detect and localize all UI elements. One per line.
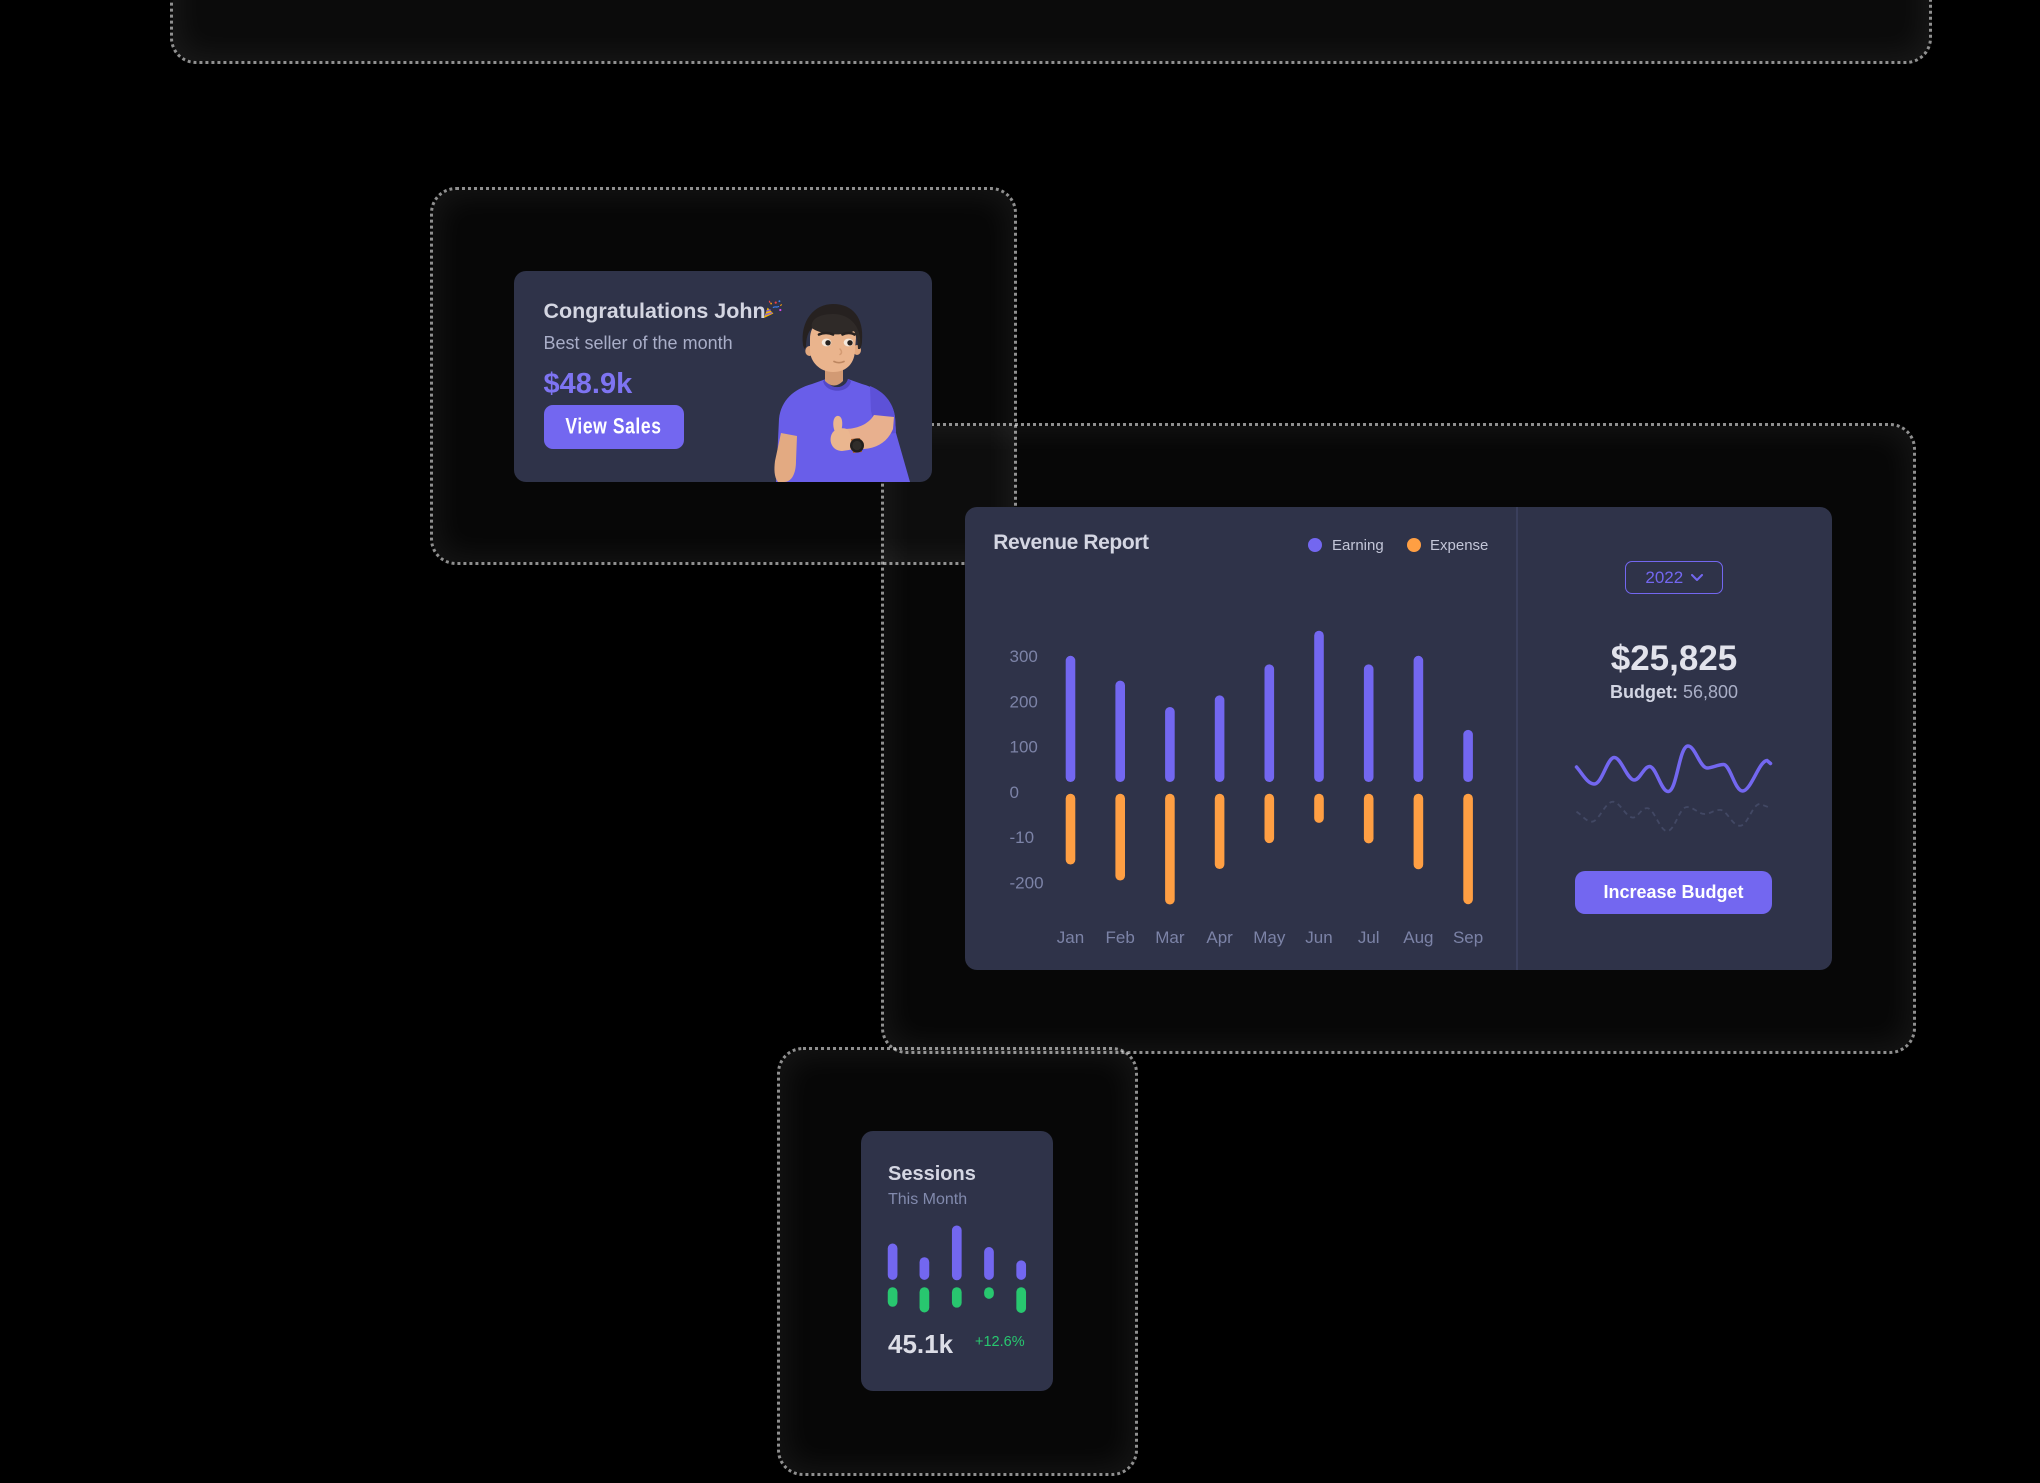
svg-text:Apr: Apr (1206, 928, 1233, 947)
svg-text:200: 200 (1009, 692, 1037, 711)
svg-text:May: May (1253, 928, 1286, 947)
svg-text:Jan: Jan (1056, 928, 1083, 947)
svg-text:100: 100 (1009, 737, 1037, 756)
svg-text:Feb: Feb (1105, 928, 1134, 947)
svg-text:Aug: Aug (1403, 928, 1433, 947)
svg-text:-10: -10 (1009, 828, 1034, 847)
svg-text:300: 300 (1009, 647, 1037, 666)
svg-text:Sep: Sep (1452, 928, 1482, 947)
svg-text:Jun: Jun (1305, 928, 1332, 947)
svg-text:Mar: Mar (1155, 928, 1185, 947)
svg-text:0: 0 (1009, 782, 1018, 801)
svg-text:-200: -200 (1009, 873, 1043, 892)
svg-text:Jul: Jul (1357, 928, 1379, 947)
